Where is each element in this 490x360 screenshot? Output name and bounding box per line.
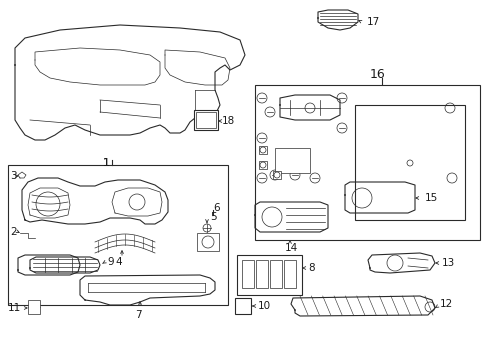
Text: 16: 16 <box>370 68 386 81</box>
Bar <box>235 298 251 314</box>
Text: 18: 18 <box>222 116 235 126</box>
Bar <box>255 85 480 240</box>
Bar <box>28 300 40 314</box>
Text: 8: 8 <box>308 263 315 273</box>
Bar <box>237 255 302 295</box>
Bar <box>355 105 465 220</box>
Text: 7: 7 <box>135 310 142 320</box>
Text: 14: 14 <box>285 243 298 253</box>
Text: 17: 17 <box>367 17 380 27</box>
Bar <box>256 260 268 288</box>
Bar <box>197 233 219 251</box>
Bar <box>194 110 218 130</box>
Text: 1: 1 <box>103 158 110 168</box>
Bar <box>259 161 267 169</box>
Bar <box>8 165 228 305</box>
Text: 11: 11 <box>8 303 21 313</box>
Text: 6: 6 <box>213 203 220 213</box>
Bar <box>259 146 267 154</box>
Bar <box>273 171 281 179</box>
Text: 2: 2 <box>10 227 17 237</box>
Text: 13: 13 <box>442 258 455 268</box>
Bar <box>284 260 296 288</box>
Bar <box>242 260 254 288</box>
Text: 5: 5 <box>210 212 217 222</box>
Bar <box>275 148 310 173</box>
Text: 3: 3 <box>10 171 17 181</box>
Text: 9: 9 <box>107 257 114 267</box>
Text: 4: 4 <box>115 257 122 267</box>
Text: 10: 10 <box>258 301 271 311</box>
Text: 15: 15 <box>425 193 438 203</box>
Bar <box>270 260 282 288</box>
Bar <box>196 112 216 128</box>
Text: 12: 12 <box>440 299 453 309</box>
Text: 1: 1 <box>103 158 110 168</box>
